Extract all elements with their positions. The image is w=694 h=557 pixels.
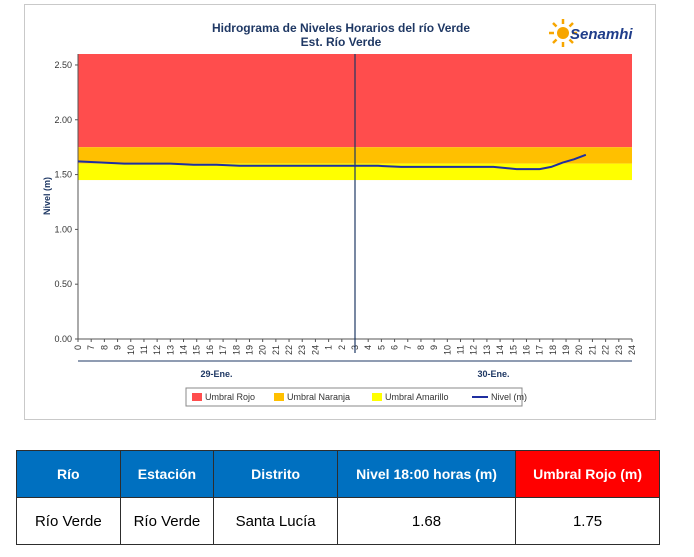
day-label: 29-Ene. bbox=[200, 369, 232, 379]
y-axis-label: Nivel (m) bbox=[42, 177, 52, 215]
legend-box bbox=[185, 387, 523, 407]
chart-title: Hidrograma de Niveles Horarios del río V… bbox=[212, 21, 470, 35]
x-tick-label: 11 bbox=[139, 345, 149, 354]
x-tick-label: 10 bbox=[126, 345, 136, 355]
x-tick-label: 15 bbox=[508, 345, 518, 355]
legend-label: Umbral Amarillo bbox=[385, 392, 449, 402]
x-tick-label: 5 bbox=[376, 345, 386, 350]
x-tick-label: 14 bbox=[179, 345, 189, 355]
x-tick-label: 0 bbox=[73, 345, 83, 350]
day-label: 30-Ene. bbox=[477, 369, 509, 379]
chart-subtitle: Est. Río Verde bbox=[301, 35, 382, 49]
sun-icon bbox=[549, 19, 577, 47]
cell-rio: Río Verde bbox=[16, 497, 121, 545]
summary-table: Río Estación Distrito Nivel 18:00 horas … bbox=[16, 450, 660, 545]
x-tick-label: 16 bbox=[521, 345, 531, 355]
senamhi-logo bbox=[548, 18, 628, 48]
x-tick-label: 12 bbox=[152, 345, 162, 355]
x-tick-label: 22 bbox=[601, 345, 611, 355]
x-tick-label: 2 bbox=[337, 345, 347, 350]
x-tick-label: 11 bbox=[456, 345, 466, 354]
y-tick-label: 2.00 bbox=[54, 115, 72, 125]
x-tick-label: 8 bbox=[99, 345, 109, 350]
senamhi-logo-text: Senamhi bbox=[570, 26, 633, 43]
legend-swatch bbox=[372, 393, 382, 401]
x-tick-label: 7 bbox=[86, 345, 96, 350]
cell-umbral-rojo: 1.75 bbox=[515, 497, 660, 545]
x-tick-label: 12 bbox=[469, 345, 479, 355]
cell-estacion: Río Verde bbox=[119, 497, 215, 545]
y-tick-label: 1.50 bbox=[54, 170, 72, 180]
x-tick-label: 9 bbox=[113, 345, 123, 350]
x-tick-label: 23 bbox=[614, 345, 624, 355]
header-rio: Río bbox=[16, 450, 121, 498]
x-tick-label: 10 bbox=[442, 345, 452, 355]
x-tick-label: 18 bbox=[548, 345, 558, 355]
x-tick-label: 9 bbox=[429, 345, 439, 350]
x-tick-label: 1 bbox=[324, 345, 334, 350]
cell-distrito: Santa Lucía bbox=[213, 497, 338, 545]
header-distrito: Distrito bbox=[213, 450, 338, 498]
y-tick-label: 0.50 bbox=[54, 279, 72, 289]
x-tick-label: 21 bbox=[271, 345, 281, 355]
x-tick-label: 24 bbox=[627, 345, 637, 355]
x-tick-label: 20 bbox=[258, 345, 268, 355]
x-tick-label: 14 bbox=[495, 345, 505, 355]
x-tick-label: 6 bbox=[390, 345, 400, 350]
legend-label: Nivel (m) bbox=[491, 392, 527, 402]
x-tick-label: 23 bbox=[297, 345, 307, 355]
table-row: Río Verde Río Verde Santa Lucía 1.68 1.7… bbox=[16, 497, 660, 545]
x-tick-label: 20 bbox=[574, 345, 584, 355]
header-estacion: Estación bbox=[119, 450, 215, 498]
x-tick-label: 17 bbox=[535, 345, 545, 355]
x-tick-label: 15 bbox=[192, 345, 202, 355]
x-tick-label: 7 bbox=[403, 345, 413, 350]
y-tick-label: 1.00 bbox=[54, 224, 72, 234]
legend-label: Umbral Naranja bbox=[287, 392, 350, 402]
legend-swatch bbox=[192, 393, 202, 401]
table-header-row: Río Estación Distrito Nivel 18:00 horas … bbox=[16, 450, 660, 498]
legend-label: Umbral Rojo bbox=[205, 392, 255, 402]
x-tick-label: 13 bbox=[165, 345, 175, 355]
x-tick-label: 24 bbox=[310, 345, 320, 355]
x-tick-label: 22 bbox=[284, 345, 294, 355]
cell-nivel: 1.68 bbox=[336, 497, 517, 545]
series-line-nivel bbox=[77, 153, 587, 171]
x-tick-label: 19 bbox=[244, 345, 254, 355]
x-tick-label: 21 bbox=[587, 345, 597, 355]
x-tick-label: 18 bbox=[231, 345, 241, 355]
header-umbral-rojo: Umbral Rojo (m) bbox=[515, 450, 660, 498]
y-tick-label: 0.00 bbox=[54, 334, 72, 344]
y-tick-label: 2.50 bbox=[54, 60, 72, 70]
legend-swatch bbox=[274, 393, 284, 401]
hydrograph-chart: Hidrograma de Niveles Horarios del río V… bbox=[42, 21, 637, 407]
x-tick-label: 4 bbox=[363, 345, 373, 350]
x-tick-label: 16 bbox=[205, 345, 215, 355]
x-tick-label: 19 bbox=[561, 345, 571, 355]
x-tick-label: 8 bbox=[416, 345, 426, 350]
x-tick-label: 17 bbox=[218, 345, 228, 355]
x-tick-label: 13 bbox=[482, 345, 492, 355]
header-nivel: Nivel 18:00 horas (m) bbox=[336, 450, 517, 498]
